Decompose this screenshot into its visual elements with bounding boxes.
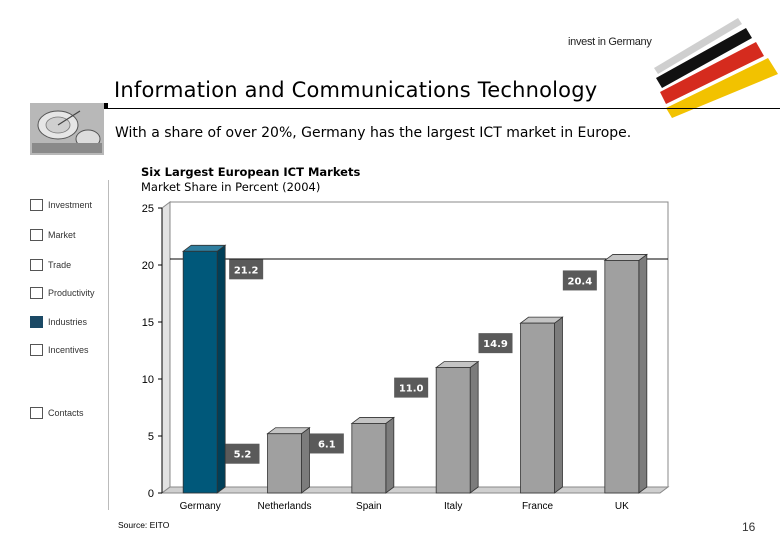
nav-checkbox-icon <box>30 287 43 299</box>
nav-item-label: Investment <box>48 200 93 210</box>
nav-item-label: Trade <box>48 260 72 270</box>
nav-item-label: Incentives <box>48 345 89 355</box>
page-number: 16 <box>742 520 756 534</box>
nav-checkbox-icon <box>30 259 43 271</box>
nav-item-investment[interactable]: Investment <box>30 199 92 211</box>
value-label-box <box>394 377 429 398</box>
x-tick-label: Netherlands <box>258 501 312 512</box>
bar-netherlands <box>267 433 302 494</box>
bar-top <box>519 316 564 324</box>
value-label-box <box>478 333 513 354</box>
nav-item-market[interactable]: Market <box>30 229 76 241</box>
bar-top <box>350 417 396 424</box>
chart-side-wall <box>161 201 171 494</box>
nav-item-label: Productivity <box>48 288 95 298</box>
nav-checkbox-active-icon <box>30 316 43 328</box>
x-tick-label: UK <box>615 501 629 512</box>
nav-checkbox-icon <box>30 407 43 419</box>
chart-back-wall <box>169 201 669 488</box>
nav-item-incentives[interactable]: Incentives <box>30 344 89 356</box>
nav-checkbox-icon <box>30 199 43 211</box>
nav-item-label: Contacts <box>48 408 84 418</box>
source-note: Source: EITO <box>118 520 170 530</box>
nav-checkbox-icon <box>30 344 43 356</box>
y-tick-label: 10 <box>142 374 154 386</box>
nav-checkbox-icon <box>30 229 43 241</box>
value-label: 6.1 <box>318 439 336 450</box>
bar-top <box>181 244 227 252</box>
value-label-box <box>309 433 344 454</box>
value-label-box <box>225 443 260 464</box>
title-divider <box>108 108 780 109</box>
bar-side <box>554 316 563 494</box>
bar-france <box>520 322 555 494</box>
bar-germany <box>182 250 218 494</box>
value-label-box <box>229 259 264 280</box>
bar-side <box>301 426 310 494</box>
bar-side <box>385 416 395 494</box>
nav-item-label: Industries <box>48 317 88 327</box>
x-tick-label: Spain <box>356 501 382 512</box>
bar-italy <box>435 367 471 494</box>
bar-top <box>603 254 649 261</box>
y-tick-label: 20 <box>142 260 154 272</box>
value-label: 14.9 <box>483 339 508 350</box>
nav-item-productivity[interactable]: Productivity <box>30 287 95 299</box>
chart-title: Six Largest European ICT Markets <box>141 165 361 179</box>
header-photo <box>30 103 104 155</box>
page-subtitle: With a share of over 20%, Germany has th… <box>115 125 632 141</box>
bar-side <box>638 253 648 494</box>
value-label: 21.2 <box>234 265 259 276</box>
nav-item-industries[interactable]: Industries <box>30 316 87 328</box>
value-label: 5.2 <box>234 450 252 461</box>
y-tick-label: 15 <box>142 317 154 329</box>
bar-top <box>266 427 311 435</box>
x-tick-label: Germany <box>180 501 221 512</box>
nav-divider <box>108 180 109 510</box>
nav-item-contacts[interactable]: Contacts <box>30 407 84 419</box>
nav-item-trade[interactable]: Trade <box>30 259 71 271</box>
value-label: 11.0 <box>399 384 424 395</box>
chart-floor <box>160 486 670 494</box>
value-label-box <box>562 270 597 291</box>
y-tick-label: 0 <box>148 488 154 500</box>
x-tick-label: Italy <box>444 501 462 512</box>
logo-stripes-icon <box>654 18 778 118</box>
nav-item-label: Market <box>48 230 76 240</box>
bar-side <box>216 244 226 494</box>
bar-side <box>469 360 479 494</box>
bar-top <box>434 361 480 369</box>
photo-corner-mark <box>104 103 108 109</box>
bar-uk <box>604 260 640 494</box>
y-tick-label: 25 <box>142 203 154 215</box>
page-title: Information and Communications Technolog… <box>114 78 598 102</box>
satellite-dish-icon <box>30 103 104 155</box>
bar-spain <box>351 423 387 494</box>
x-tick-label: France <box>522 501 554 512</box>
value-label: 20.4 <box>567 276 592 287</box>
chart-subtitle: Market Share in Percent (2004) <box>141 180 321 194</box>
y-tick-label: 5 <box>148 431 154 443</box>
logo-text: invest in Germany <box>568 36 652 48</box>
